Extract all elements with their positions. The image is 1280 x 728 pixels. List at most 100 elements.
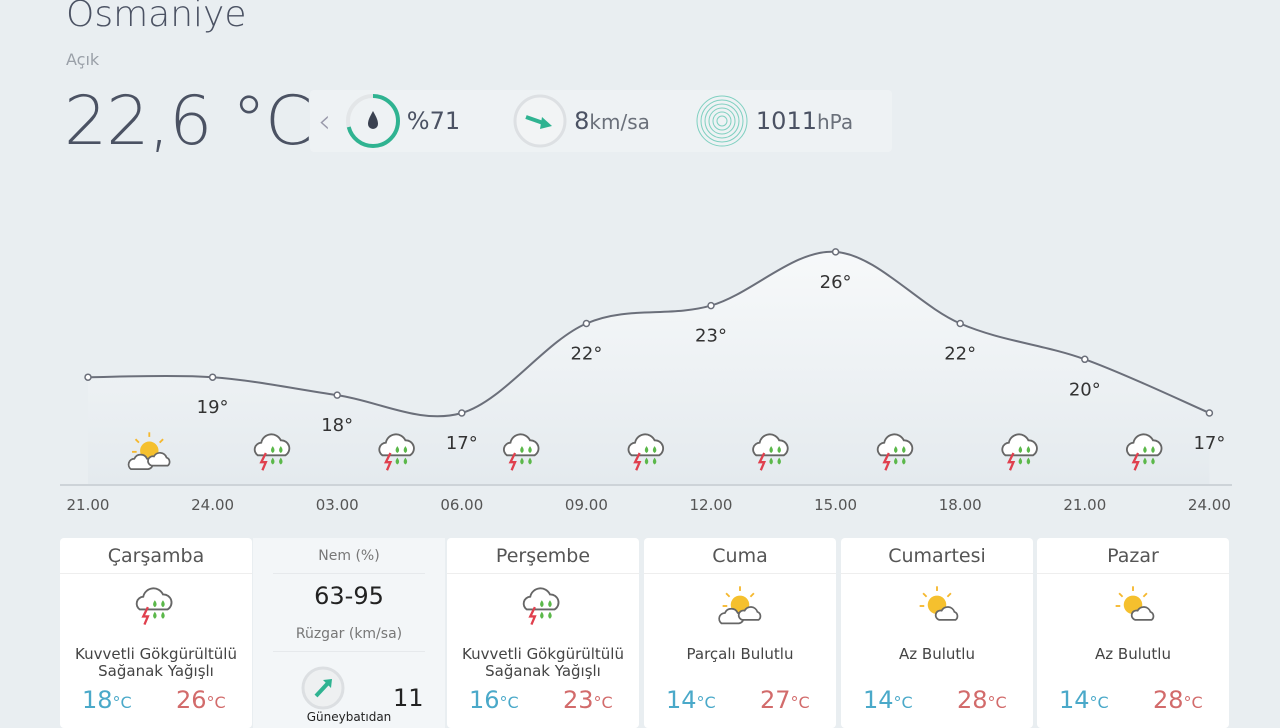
- temperature-label: 20°: [1069, 379, 1101, 400]
- pressure-stat: 1011hPa: [694, 93, 853, 149]
- temperature-point: [707, 301, 715, 310]
- city-name: Osmaniye: [66, 0, 247, 35]
- temperature-point: [1081, 355, 1089, 364]
- day-card-1[interactable]: Perşembe Kuvvetli Gökgürültülü Sağanak Ya…: [447, 538, 639, 728]
- temperature-label: 18°: [321, 415, 353, 436]
- wind-speed: 11: [393, 684, 424, 712]
- unit: °C: [790, 693, 810, 712]
- temperature-label: 22°: [944, 344, 976, 365]
- min-temp: 14°C: [666, 686, 716, 714]
- wind-stat: 8km/sa: [512, 93, 650, 149]
- max-temp-value: 27: [760, 686, 791, 714]
- max-temp-value: 26: [176, 686, 207, 714]
- wind-unit: km/sa: [589, 110, 650, 134]
- day-description: Az Bulutlu: [1037, 646, 1229, 663]
- wind-value: 8: [574, 107, 590, 135]
- thunderstorm-icon: [627, 433, 665, 471]
- time-tick-label: 24.00: [1188, 496, 1231, 514]
- temperature-label: 17°: [1193, 433, 1225, 454]
- max-temp: 27°C: [760, 686, 810, 714]
- pressure-unit: hPa: [816, 110, 854, 134]
- max-temp: 23°C: [563, 686, 613, 714]
- humidity-label: Nem (%): [273, 538, 425, 574]
- temperature-point: [831, 248, 840, 256]
- day-name: Cumartesi: [841, 538, 1033, 574]
- temperature-point: [582, 319, 591, 328]
- day-card-2[interactable]: Cuma Parçalı Bulutlu 14°C 27°C: [644, 538, 836, 728]
- min-temp-value: 14: [666, 686, 697, 714]
- time-tick-label: 15.00: [814, 496, 857, 514]
- desc-line: Parçalı Bulutlu: [686, 645, 794, 663]
- temperature-point: [84, 373, 92, 381]
- day-name: Cuma: [644, 538, 836, 574]
- thunderstorm-icon: [1125, 433, 1163, 471]
- desc-line: Kuvvetli Gökgürültülü: [462, 645, 624, 663]
- current-stats: ‹ %71 8km/sa 1011hPa: [310, 90, 892, 152]
- humidity-range: 63-95: [314, 582, 384, 610]
- day-card-4[interactable]: Pazar Az Bulutlu 14°C 28 °C: [1037, 538, 1229, 728]
- unit: °C: [499, 693, 519, 712]
- unit: °C: [206, 693, 226, 712]
- unit: °C: [987, 693, 1007, 712]
- temperature-line: [87, 250, 1210, 418]
- thunderstorm-icon: [522, 587, 560, 625]
- unit: °C: [893, 693, 913, 712]
- min-temp-value: 18: [82, 686, 113, 714]
- thunderstorm-icon: [1001, 433, 1038, 471]
- time-tick-label: 06.00: [440, 496, 483, 514]
- day-name: Pazar: [1037, 538, 1229, 574]
- min-temp: 14°C: [1059, 686, 1109, 714]
- wind-direction-icon: [301, 666, 345, 710]
- unit: °C: [1089, 693, 1109, 712]
- temperature-area: [88, 251, 1210, 485]
- time-tick-label: 18.00: [939, 496, 982, 514]
- thunderstorm-icon: [378, 433, 415, 471]
- temperature-label: 22°: [570, 344, 602, 365]
- humidity-gauge-icon: [345, 94, 400, 148]
- temperature-point: [208, 373, 217, 381]
- max-temp-value: 28: [1153, 686, 1184, 714]
- min-temp: 14°C: [863, 686, 913, 714]
- desc-line: Sağanak Yağışlı: [98, 662, 214, 680]
- day-description: Kuvvetli Gökgürültülü Sağanak Yağışlı: [447, 646, 639, 680]
- wind-direction-icon: [513, 94, 567, 148]
- unit: °C: [696, 693, 716, 712]
- time-tick-label: 12.00: [690, 496, 733, 514]
- desc-line: Sağanak Yağışlı: [485, 662, 601, 680]
- temperature-label: 26°: [820, 272, 852, 293]
- time-tick-label: 09.00: [565, 496, 608, 514]
- temperature-point: [956, 319, 964, 328]
- time-tick-label: 21.00: [67, 496, 110, 514]
- chevron-left-icon[interactable]: ‹: [318, 102, 331, 140]
- current-condition: Açık: [66, 50, 100, 69]
- pressure-value: 1011: [755, 107, 817, 135]
- min-temp-value: 14: [1059, 686, 1090, 714]
- day-card-3[interactable]: Cumartesi Az Bulutlu 14°C 28°C: [841, 538, 1033, 728]
- desc-line: Az Bulutlu: [899, 645, 975, 663]
- max-temp-value: 23: [563, 686, 594, 714]
- wind-label: Rüzgar (km/sa): [273, 616, 425, 652]
- temperature-point: [458, 409, 466, 417]
- temperature-point: [333, 391, 341, 399]
- time-tick-label: 03.00: [316, 496, 359, 514]
- thunderstorm-icon: [752, 433, 789, 471]
- max-temp: 28°C: [957, 686, 1007, 714]
- thunderstorm-icon: [876, 433, 914, 471]
- thunderstorm-icon: [502, 433, 540, 471]
- pressure-icon: [696, 95, 748, 147]
- day-name: Çarşamba: [60, 538, 252, 574]
- min-temp: 16°C: [469, 686, 519, 714]
- day-card-0[interactable]: Çarşamba Kuvvetli Gökgürültülü Sağanak Ya…: [60, 538, 252, 728]
- time-tick-label: 21.00: [1063, 496, 1106, 514]
- day-name: Perşembe: [447, 538, 639, 574]
- unit: °C: [593, 693, 613, 712]
- day-description: Az Bulutlu: [841, 646, 1033, 663]
- thunderstorm-icon: [253, 433, 291, 471]
- wind-direction: Güneybatıdan: [306, 710, 392, 724]
- temperature-label: 19°: [197, 397, 229, 418]
- desc-line: Kuvvetli Gökgürültülü: [75, 645, 237, 663]
- desc-line: Az Bulutlu: [1095, 645, 1171, 663]
- thunderstorm-icon: [135, 587, 173, 625]
- time-tick-label: 24.00: [191, 496, 234, 514]
- day-description: Parçalı Bulutlu: [644, 646, 836, 663]
